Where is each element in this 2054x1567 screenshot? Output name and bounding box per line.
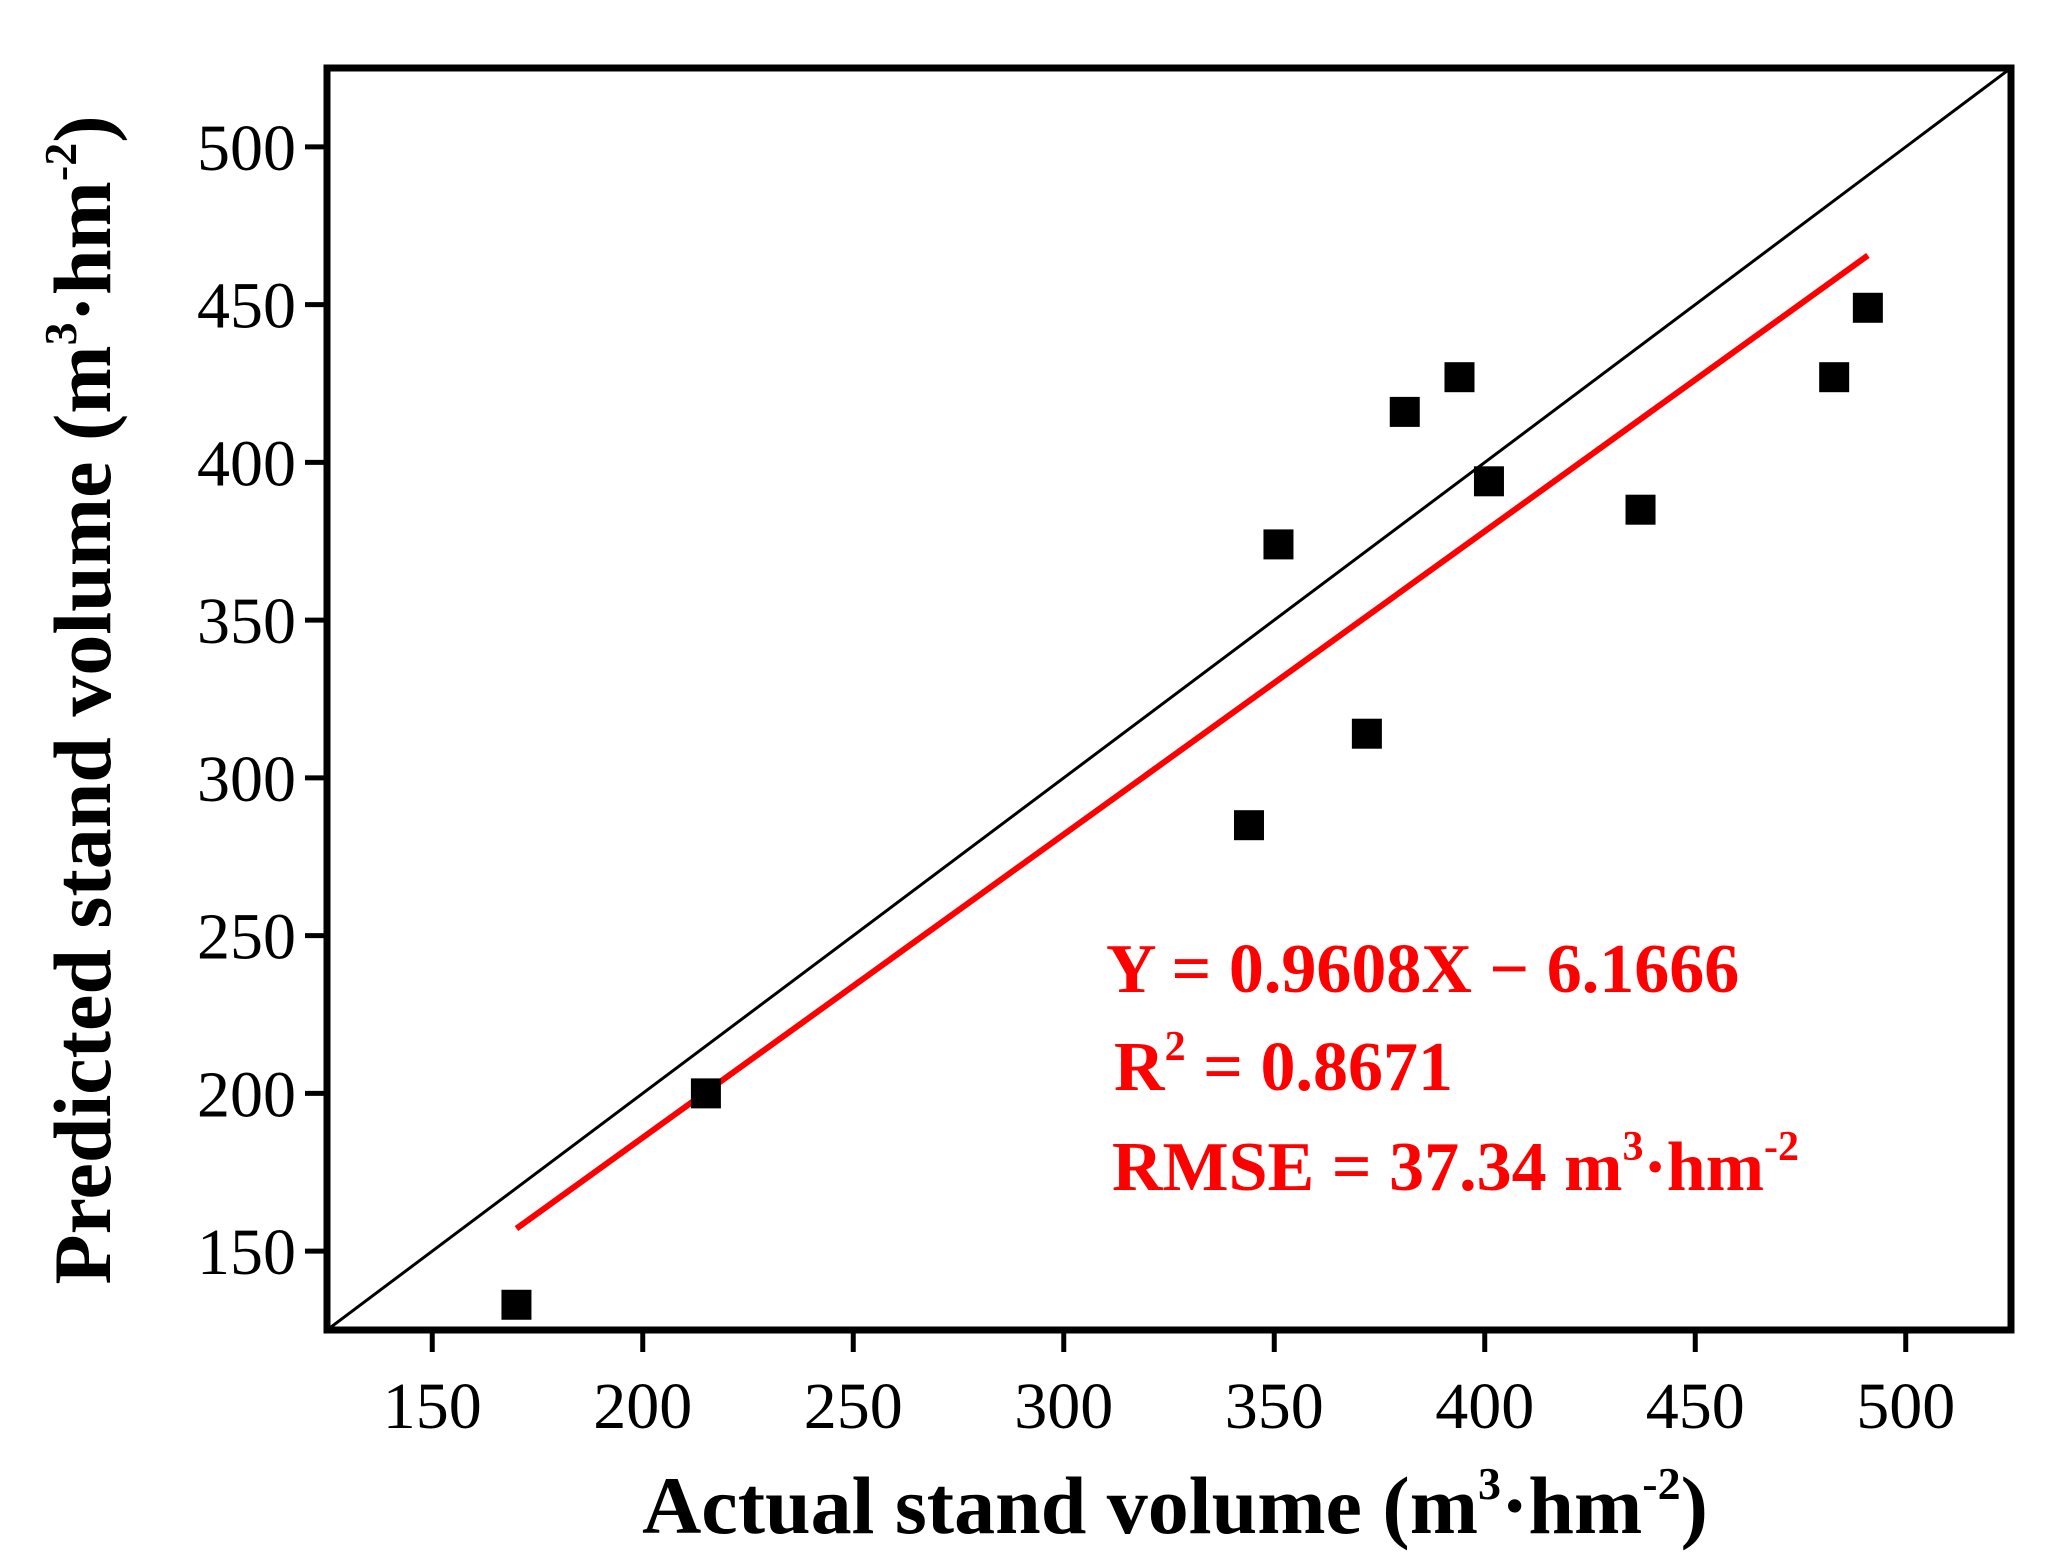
- y-tick-label: 150: [197, 1216, 296, 1289]
- y-tick-label: 300: [197, 743, 296, 816]
- data-point: [1263, 529, 1294, 560]
- y-axis-title: Predicted stand volume (m3·hm-2): [35, 115, 128, 1284]
- data-point: [1444, 362, 1475, 393]
- x-tick-label: 300: [1014, 1370, 1113, 1443]
- x-tick-label: 400: [1435, 1370, 1534, 1443]
- rmse-label: RMSE = 37.34 m3·hm-2: [1112, 1124, 1799, 1206]
- x-tick-label: 450: [1646, 1370, 1745, 1443]
- x-tick-label: 200: [593, 1370, 692, 1443]
- regression-equation: Y = 0.9608X − 6.1666: [1106, 931, 1739, 1008]
- data-point: [1233, 810, 1264, 841]
- data-point: [1625, 494, 1656, 525]
- x-tick-label: 150: [383, 1370, 482, 1443]
- x-tick-label: 500: [1856, 1370, 1955, 1443]
- y-tick-label: 200: [197, 1058, 296, 1131]
- x-tick-label: 350: [1225, 1370, 1324, 1443]
- y-tick-label: 350: [197, 585, 296, 658]
- data-point: [690, 1078, 721, 1109]
- plot-frame: [323, 64, 2015, 1334]
- y-tick-label: 500: [197, 112, 296, 185]
- data-point: [501, 1289, 532, 1320]
- fit-statistics-annotation: Y = 0.9608X − 6.1666 R2 = 0.8671 RMSE = …: [1106, 931, 1799, 1206]
- data-point: [1351, 718, 1382, 749]
- regression-fit-line: [514, 253, 1870, 1231]
- data-points: [501, 292, 1883, 1320]
- x-tick-label: 250: [804, 1370, 903, 1443]
- r-squared-label: R2 = 0.8671: [1114, 1024, 1453, 1106]
- one-to-one-reference-line: [327, 68, 2011, 1330]
- x-axis-title: Actual stand volume (m3·hm-2): [642, 1458, 1708, 1551]
- data-point: [1389, 396, 1420, 427]
- x-axis-ticks: 150 200 250 300 350 400 450 500: [383, 1330, 1955, 1443]
- data-point: [1473, 466, 1504, 497]
- data-point: [1852, 292, 1883, 323]
- data-point: [1819, 362, 1850, 393]
- y-tick-label: 250: [197, 901, 296, 974]
- y-tick-label: 450: [197, 270, 296, 343]
- y-axis-ticks: 150 200 250 300 350 400 450 500: [197, 112, 327, 1289]
- y-tick-label: 400: [197, 427, 296, 500]
